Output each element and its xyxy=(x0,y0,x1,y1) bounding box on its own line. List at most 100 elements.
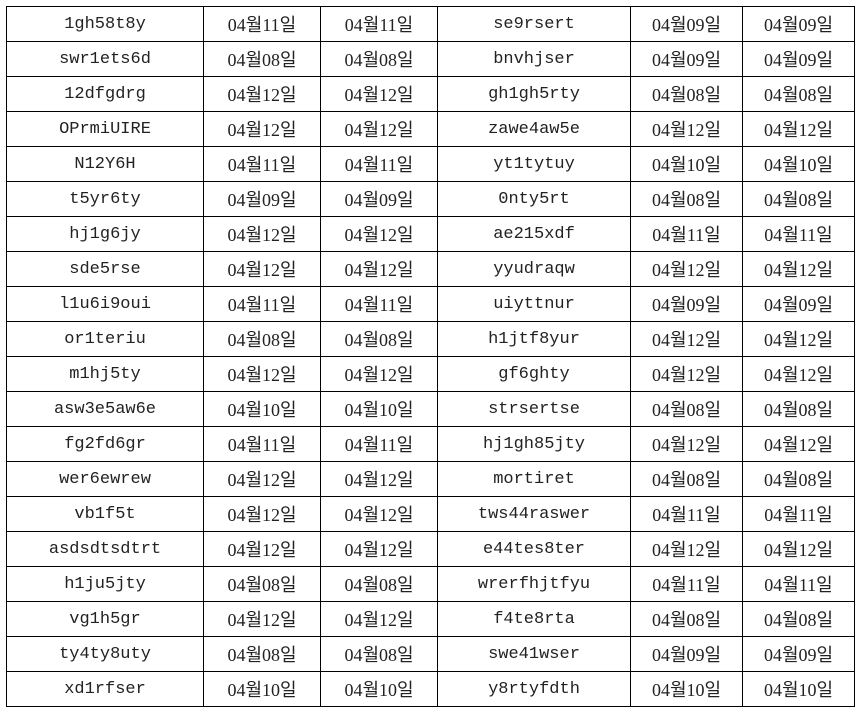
date-cell[interactable]: 04월10일 xyxy=(320,671,438,707)
date-cell[interactable]: 04월08일 xyxy=(320,321,438,357)
date-cell[interactable]: 04월09일 xyxy=(320,181,438,217)
date-cell[interactable]: 04월11일 xyxy=(630,216,743,252)
code-cell[interactable]: wer6ewrew xyxy=(6,461,204,497)
date-cell[interactable]: 04월12일 xyxy=(630,531,743,567)
date-cell[interactable]: 04월09일 xyxy=(742,6,855,42)
code-cell[interactable]: xd1rfser xyxy=(6,671,204,707)
date-cell[interactable]: 04월11일 xyxy=(203,426,321,462)
date-cell[interactable]: 04월12일 xyxy=(742,426,855,462)
date-cell[interactable]: 04월08일 xyxy=(742,461,855,497)
date-cell[interactable]: 04월09일 xyxy=(630,636,743,672)
date-cell[interactable]: 04월08일 xyxy=(742,601,855,637)
date-cell[interactable]: 04월09일 xyxy=(742,636,855,672)
code-cell[interactable]: se9rsert xyxy=(437,6,631,42)
date-cell[interactable]: 04월12일 xyxy=(630,426,743,462)
date-cell[interactable]: 04월09일 xyxy=(742,286,855,322)
date-cell[interactable]: 04월10일 xyxy=(630,671,743,707)
date-cell[interactable]: 04월08일 xyxy=(742,181,855,217)
code-cell[interactable]: e44tes8ter xyxy=(437,531,631,567)
date-cell[interactable]: 04월11일 xyxy=(203,146,321,182)
date-cell[interactable]: 04월12일 xyxy=(203,76,321,112)
date-cell[interactable]: 04월11일 xyxy=(203,6,321,42)
date-cell[interactable]: 04월08일 xyxy=(203,321,321,357)
date-cell[interactable]: 04월08일 xyxy=(630,391,743,427)
code-cell[interactable]: h1ju5jty xyxy=(6,566,204,602)
code-cell[interactable]: OPrmiUIRE xyxy=(6,111,204,147)
date-cell[interactable]: 04월10일 xyxy=(320,391,438,427)
date-cell[interactable]: 04월11일 xyxy=(630,496,743,532)
code-cell[interactable]: swr1ets6d xyxy=(6,41,204,77)
code-cell[interactable]: sde5rse xyxy=(6,251,204,287)
code-cell[interactable]: ty4ty8uty xyxy=(6,636,204,672)
date-cell[interactable]: 04월12일 xyxy=(203,216,321,252)
date-cell[interactable]: 04월08일 xyxy=(742,76,855,112)
code-cell[interactable]: vg1h5gr xyxy=(6,601,204,637)
date-cell[interactable]: 04월11일 xyxy=(203,286,321,322)
date-cell[interactable]: 04월11일 xyxy=(320,286,438,322)
code-cell[interactable]: asdsdtsdtrt xyxy=(6,531,204,567)
date-cell[interactable]: 04월12일 xyxy=(320,531,438,567)
code-cell[interactable]: ae215xdf xyxy=(437,216,631,252)
code-cell[interactable]: fg2fd6gr xyxy=(6,426,204,462)
date-cell[interactable]: 04월11일 xyxy=(320,426,438,462)
date-cell[interactable]: 04월12일 xyxy=(203,601,321,637)
date-cell[interactable]: 04월11일 xyxy=(742,496,855,532)
code-cell[interactable]: mortiret xyxy=(437,461,631,497)
date-cell[interactable]: 04월08일 xyxy=(742,391,855,427)
code-cell[interactable]: f4te8rta xyxy=(437,601,631,637)
date-cell[interactable]: 04월11일 xyxy=(320,6,438,42)
date-cell[interactable]: 04월12일 xyxy=(630,321,743,357)
date-cell[interactable]: 04월08일 xyxy=(320,636,438,672)
code-cell[interactable]: uiyttnur xyxy=(437,286,631,322)
date-cell[interactable]: 04월08일 xyxy=(203,566,321,602)
date-cell[interactable]: 04월08일 xyxy=(203,636,321,672)
date-cell[interactable]: 04월12일 xyxy=(203,251,321,287)
date-cell[interactable]: 04월12일 xyxy=(320,251,438,287)
date-cell[interactable]: 04월12일 xyxy=(320,111,438,147)
code-cell[interactable]: zawe4aw5e xyxy=(437,111,631,147)
code-cell[interactable]: h1jtf8yur xyxy=(437,321,631,357)
date-cell[interactable]: 04월10일 xyxy=(742,146,855,182)
date-cell[interactable]: 04월08일 xyxy=(320,566,438,602)
code-cell[interactable]: tws44raswer xyxy=(437,496,631,532)
date-cell[interactable]: 04월12일 xyxy=(630,251,743,287)
code-cell[interactable]: gh1gh5rty xyxy=(437,76,631,112)
date-cell[interactable]: 04월10일 xyxy=(742,671,855,707)
date-cell[interactable]: 04월10일 xyxy=(203,391,321,427)
date-cell[interactable]: 04월12일 xyxy=(320,356,438,392)
date-cell[interactable]: 04월10일 xyxy=(630,146,743,182)
date-cell[interactable]: 04월11일 xyxy=(630,566,743,602)
date-cell[interactable]: 04월11일 xyxy=(742,566,855,602)
code-cell[interactable]: bnvhjser xyxy=(437,41,631,77)
date-cell[interactable]: 04월10일 xyxy=(203,671,321,707)
date-cell[interactable]: 04월08일 xyxy=(630,461,743,497)
date-cell[interactable]: 04월09일 xyxy=(630,41,743,77)
date-cell[interactable]: 04월12일 xyxy=(320,461,438,497)
code-cell[interactable]: l1u6i9oui xyxy=(6,286,204,322)
date-cell[interactable]: 04월09일 xyxy=(630,6,743,42)
date-cell[interactable]: 04월12일 xyxy=(742,356,855,392)
date-cell[interactable]: 04월08일 xyxy=(630,76,743,112)
code-cell[interactable]: hj1gh85jty xyxy=(437,426,631,462)
date-cell[interactable]: 04월12일 xyxy=(742,251,855,287)
date-cell[interactable]: 04월11일 xyxy=(742,216,855,252)
date-cell[interactable]: 04월08일 xyxy=(320,41,438,77)
date-cell[interactable]: 04월12일 xyxy=(742,111,855,147)
date-cell[interactable]: 04월12일 xyxy=(320,76,438,112)
date-cell[interactable]: 04월12일 xyxy=(320,601,438,637)
date-cell[interactable]: 04월12일 xyxy=(203,111,321,147)
date-cell[interactable]: 04월12일 xyxy=(320,496,438,532)
date-cell[interactable]: 04월12일 xyxy=(320,216,438,252)
date-cell[interactable]: 04월08일 xyxy=(203,41,321,77)
date-cell[interactable]: 04월12일 xyxy=(630,356,743,392)
date-cell[interactable]: 04월11일 xyxy=(320,146,438,182)
date-cell[interactable]: 04월09일 xyxy=(630,286,743,322)
code-cell[interactable]: asw3e5aw6e xyxy=(6,391,204,427)
code-cell[interactable]: swe41wser xyxy=(437,636,631,672)
code-cell[interactable]: yt1tytuy xyxy=(437,146,631,182)
date-cell[interactable]: 04월12일 xyxy=(742,531,855,567)
code-cell[interactable]: N12Y6H xyxy=(6,146,204,182)
code-cell[interactable]: or1teriu xyxy=(6,321,204,357)
code-cell[interactable]: gf6ghty xyxy=(437,356,631,392)
date-cell[interactable]: 04월12일 xyxy=(203,461,321,497)
